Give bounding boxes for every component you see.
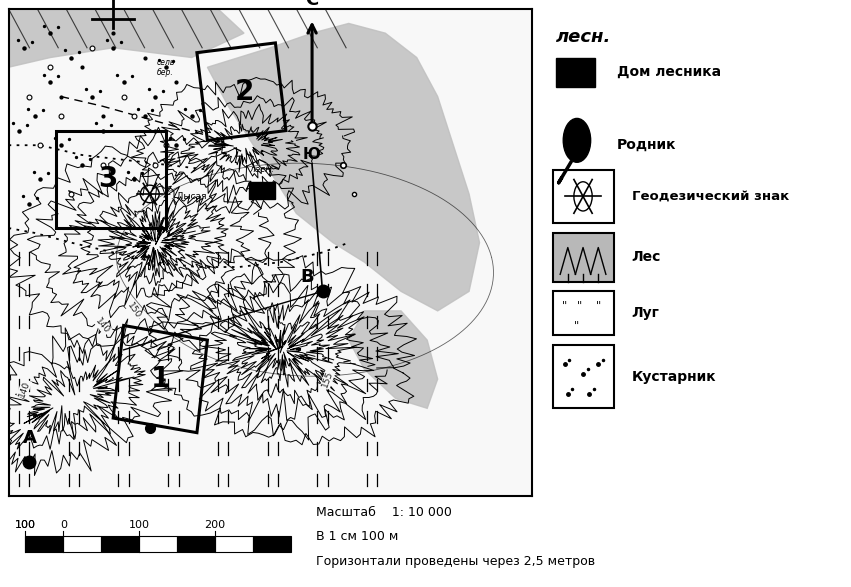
Text: ": " bbox=[563, 301, 568, 311]
Text: Родник: Родник bbox=[616, 138, 676, 152]
Polygon shape bbox=[9, 9, 244, 68]
Text: ": " bbox=[574, 321, 580, 330]
Bar bbox=[249, 182, 276, 199]
Text: 100: 100 bbox=[14, 520, 36, 530]
Bar bbox=[26, 536, 63, 552]
Text: 3: 3 bbox=[98, 166, 117, 193]
Text: Масштаб    1: 10 000: Масштаб 1: 10 000 bbox=[316, 506, 452, 519]
Text: 140: 140 bbox=[17, 379, 31, 399]
Polygon shape bbox=[208, 23, 480, 311]
Text: А: А bbox=[22, 429, 37, 447]
Text: Ю: Ю bbox=[303, 147, 321, 163]
Bar bbox=[552, 170, 614, 223]
Text: сель
бер.: сель бер. bbox=[157, 58, 174, 77]
Text: 0: 0 bbox=[60, 520, 66, 530]
Text: В: В bbox=[300, 268, 314, 286]
Text: В 1 см 100 м: В 1 см 100 м bbox=[316, 531, 398, 544]
Text: ": " bbox=[577, 301, 583, 311]
Text: 150: 150 bbox=[125, 301, 143, 321]
Bar bbox=[552, 233, 614, 282]
Bar bbox=[63, 536, 101, 552]
Text: 100: 100 bbox=[129, 520, 150, 530]
Text: 100: 100 bbox=[14, 520, 36, 530]
Text: 200: 200 bbox=[204, 520, 226, 530]
Text: Дом лесника: Дом лесника bbox=[616, 65, 721, 79]
Bar bbox=[556, 58, 595, 87]
Polygon shape bbox=[349, 311, 437, 409]
Text: Кустарник: Кустарник bbox=[631, 370, 717, 384]
Text: лесн.: лесн. bbox=[249, 165, 274, 174]
Text: 2: 2 bbox=[234, 77, 254, 106]
Text: г. Лысая: г. Лысая bbox=[165, 192, 206, 201]
Circle shape bbox=[563, 119, 591, 162]
Bar bbox=[139, 536, 177, 552]
Text: 140: 140 bbox=[94, 316, 111, 335]
Text: С: С bbox=[306, 0, 318, 9]
Bar bbox=[253, 536, 291, 552]
Text: Геодезический знак: Геодезический знак bbox=[631, 190, 789, 203]
Text: Луг: Луг bbox=[631, 306, 660, 321]
Bar bbox=[101, 536, 139, 552]
Text: Горизонтали проведены через 2,5 метров: Горизонтали проведены через 2,5 метров bbox=[316, 555, 595, 568]
Text: Лес: Лес bbox=[631, 250, 661, 264]
Text: ": " bbox=[596, 301, 601, 311]
Bar bbox=[177, 536, 215, 552]
Text: 155: 155 bbox=[321, 369, 335, 389]
Bar bbox=[552, 291, 614, 335]
Bar bbox=[552, 345, 614, 409]
Bar bbox=[215, 536, 253, 552]
Text: лесн.: лесн. bbox=[556, 28, 611, 46]
Text: 1: 1 bbox=[151, 365, 170, 393]
